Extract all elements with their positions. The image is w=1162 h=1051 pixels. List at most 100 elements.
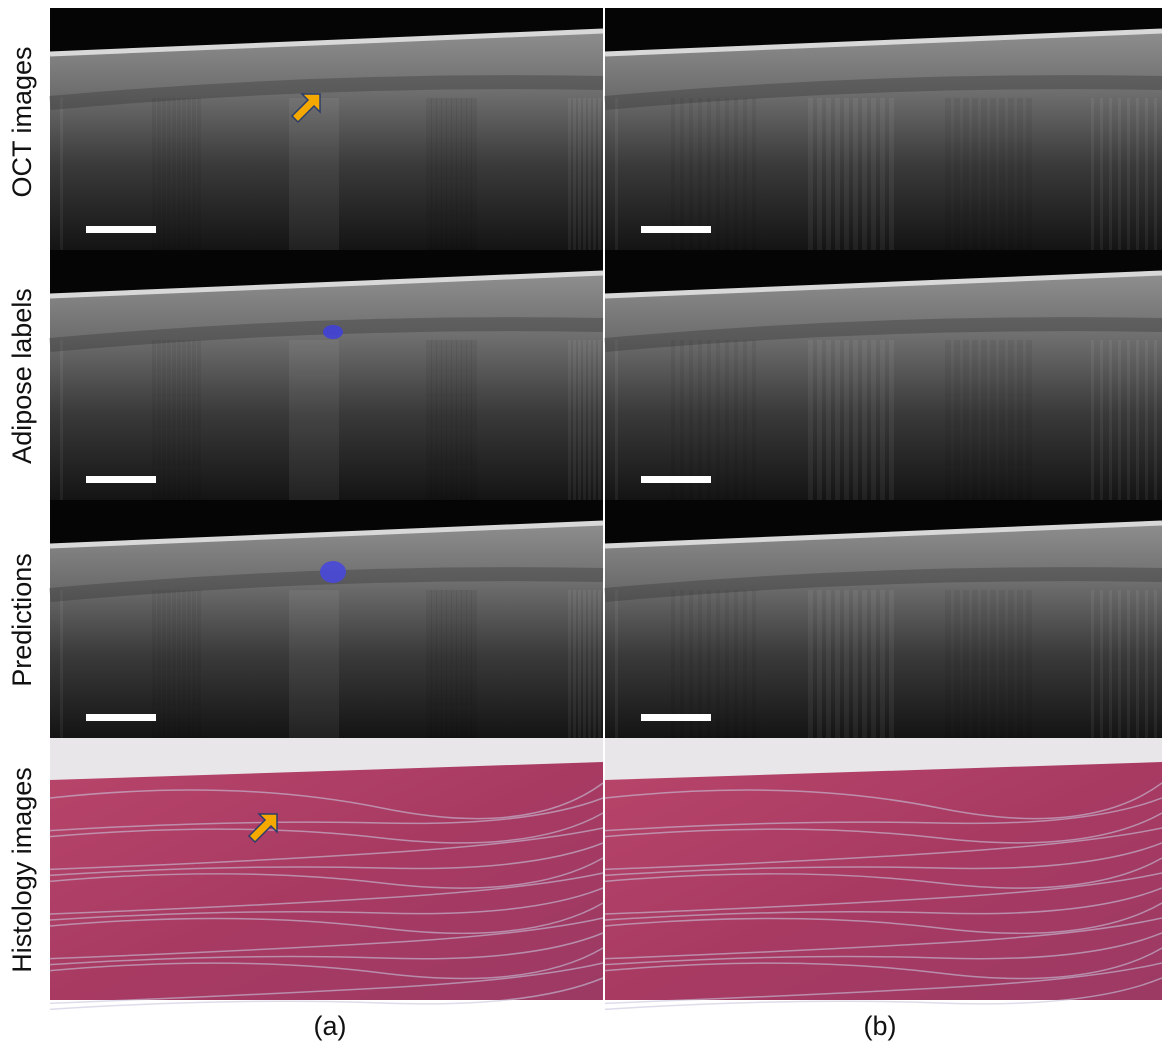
speckle-streak — [880, 340, 885, 500]
speckle-streak — [568, 590, 571, 738]
speckle-streak — [598, 340, 601, 500]
page: OCT images Adipose labels Predictions Hi… — [0, 0, 1162, 1051]
speckle-streak — [177, 340, 181, 500]
tissue — [605, 762, 1162, 1000]
speckle-streak — [844, 590, 849, 738]
speckle-streak — [1100, 98, 1103, 250]
speckle-streak — [1091, 98, 1094, 250]
speckle-streak — [954, 98, 960, 250]
speckle-streak — [808, 340, 813, 500]
speckle-streak — [826, 98, 831, 250]
speckle-streak — [162, 590, 166, 738]
speckle-streak — [725, 340, 729, 500]
speckle-streak — [817, 590, 822, 738]
speckle-streak — [197, 98, 201, 250]
speckle-streak — [743, 340, 747, 500]
oct-panel — [605, 250, 1162, 500]
speckle-streak — [990, 340, 996, 500]
speckle-streak — [187, 590, 191, 738]
speckle-streak — [734, 590, 738, 738]
speckle-streak — [187, 340, 191, 500]
speckle-streak — [1154, 98, 1157, 250]
speckle-streak — [1109, 98, 1112, 250]
speckle-streak — [817, 98, 822, 250]
speckle-streak — [309, 340, 314, 500]
speckle-streak — [334, 98, 339, 250]
speckle-streak — [329, 340, 334, 500]
speckle-streak — [294, 590, 299, 738]
speckle-streak — [324, 590, 329, 738]
speckle-streak — [192, 98, 196, 250]
speckle-streak — [329, 590, 334, 738]
speckle-streak — [314, 98, 319, 250]
speckle-streak — [568, 98, 571, 250]
speckle-streak — [963, 340, 969, 500]
speckle-streak — [1145, 590, 1148, 738]
speckle-streak — [945, 98, 951, 250]
speckle-streak — [588, 98, 591, 250]
speckle-streak — [426, 590, 432, 738]
speckle-streak — [835, 590, 840, 738]
speckle-streak — [157, 590, 161, 738]
speckle-streak — [1136, 340, 1139, 500]
column-label: (b) — [864, 1011, 897, 1041]
speckle-streak — [162, 340, 166, 500]
speckle-streak — [862, 590, 867, 738]
speckle-streak — [853, 340, 858, 500]
speckle-streak — [862, 340, 867, 500]
panels — [50, 8, 1162, 1009]
scale-bar — [86, 226, 156, 233]
speckle-streak — [1127, 590, 1130, 738]
speckle-streak — [1145, 98, 1148, 250]
speckle-streak — [1118, 98, 1121, 250]
speckle-streak — [289, 590, 294, 738]
speckle-streak — [1118, 340, 1121, 500]
speckle-streak — [853, 590, 858, 738]
adipose-prediction — [320, 561, 346, 583]
speckle-streak — [294, 340, 299, 500]
speckle-streak — [835, 98, 840, 250]
speckle-streak — [573, 98, 576, 250]
speckle-streak — [1026, 98, 1032, 250]
speckle-streak — [182, 590, 186, 738]
speckle-streak — [954, 590, 960, 738]
speckle-streak — [752, 340, 756, 500]
speckle-streak — [1008, 590, 1014, 738]
speckle-streak — [593, 340, 596, 500]
speckle-streak — [743, 98, 747, 250]
scale-bar — [641, 226, 711, 233]
speckle-streak — [304, 98, 309, 250]
speckle-streak — [734, 98, 738, 250]
speckle-streak — [817, 340, 822, 500]
speckle-streak — [615, 340, 618, 500]
speckle-streak — [826, 590, 831, 738]
speckle-streak — [299, 590, 304, 738]
speckle-streak — [716, 98, 720, 250]
oct-panel — [605, 8, 1162, 250]
speckle-streak — [981, 340, 987, 500]
scale-bar — [641, 714, 711, 721]
speckle-streak — [1091, 340, 1094, 500]
speckle-streak — [889, 590, 894, 738]
speckle-streak — [309, 590, 314, 738]
speckle-streak — [871, 590, 876, 738]
speckle-streak — [972, 98, 978, 250]
histology-panel — [50, 738, 603, 1009]
speckle-streak — [1017, 340, 1023, 500]
speckle-streak — [177, 98, 181, 250]
speckle-streak — [197, 590, 201, 738]
speckle-streak — [615, 590, 618, 738]
speckle-streak — [60, 590, 63, 738]
speckle-streak — [319, 98, 324, 250]
speckle-streak — [578, 590, 581, 738]
speckle-streak — [990, 590, 996, 738]
speckle-streak — [314, 590, 319, 738]
speckle-streak — [808, 98, 813, 250]
speckle-streak — [826, 340, 831, 500]
adipose-label — [323, 325, 343, 339]
speckle-streak — [187, 98, 191, 250]
speckle-streak — [60, 340, 63, 500]
oct-panel — [50, 8, 611, 250]
speckle-streak — [598, 590, 601, 738]
speckle-streak — [752, 98, 756, 250]
